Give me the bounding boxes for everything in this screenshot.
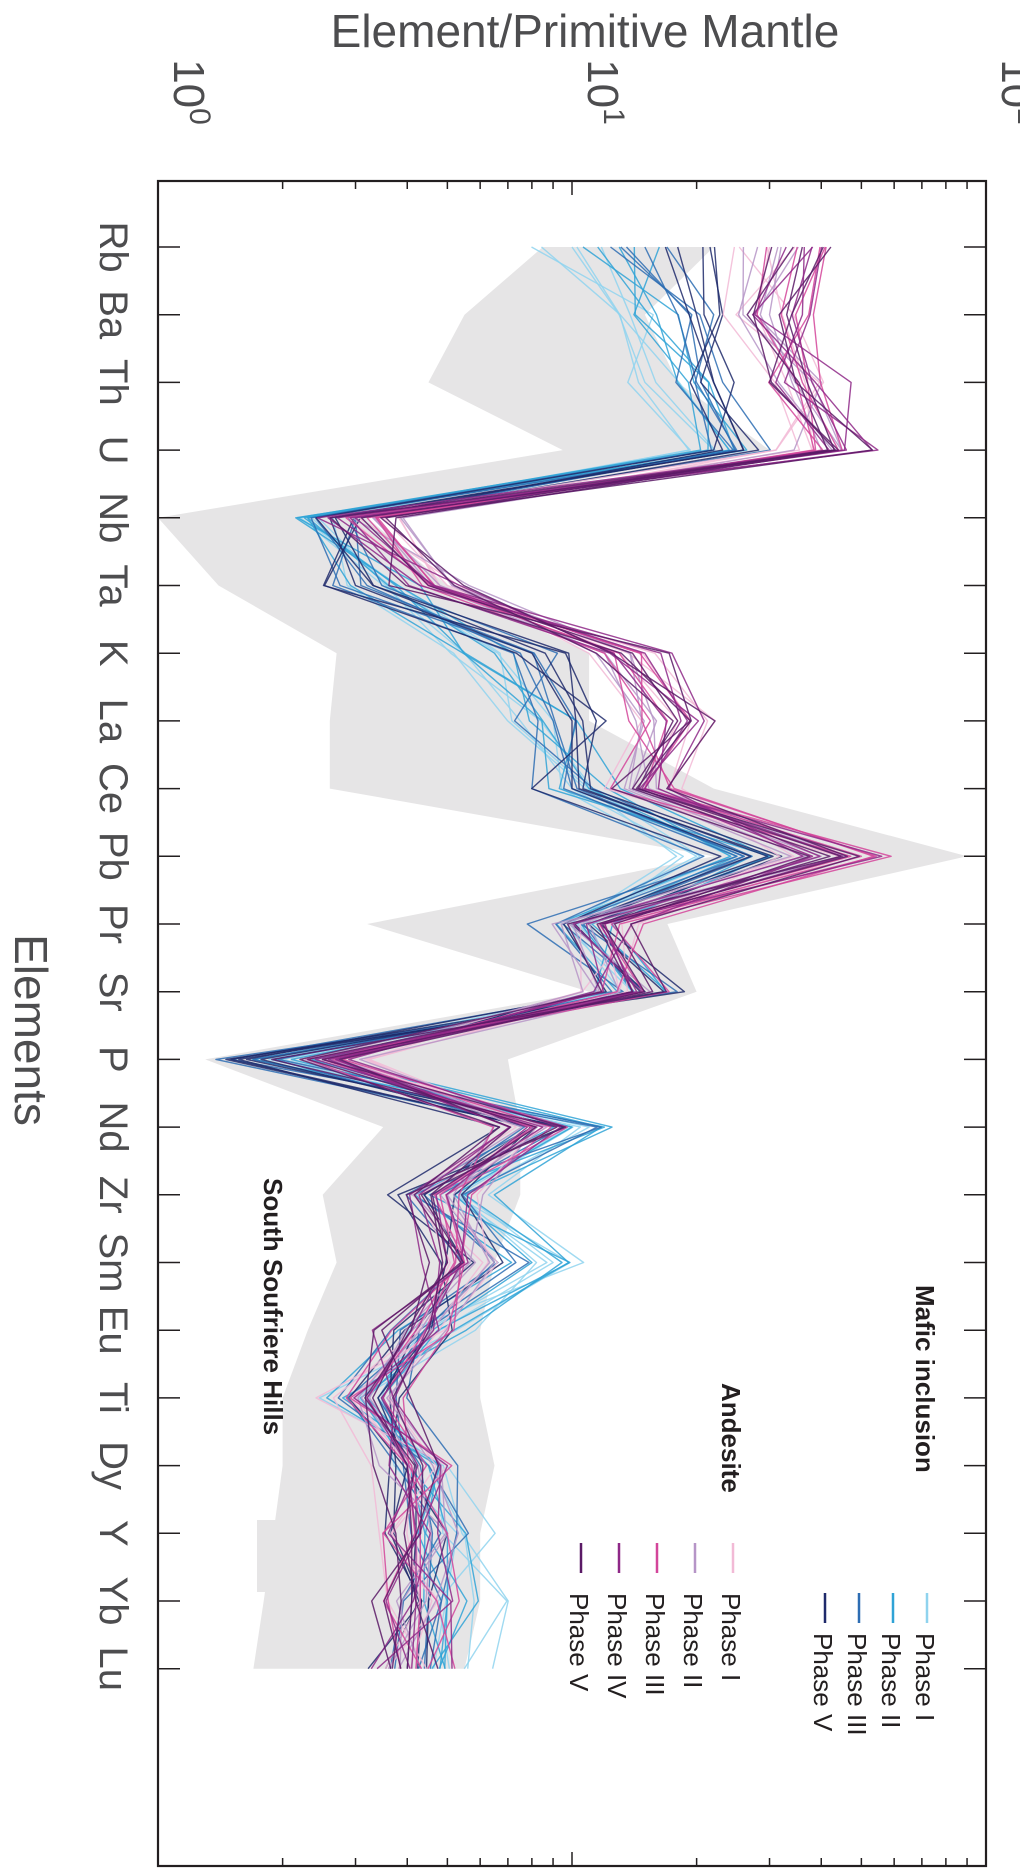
category-label-rb: Rb (91, 221, 135, 272)
category-label-yb: Yb (91, 1577, 135, 1626)
category-label-nb: Nb (91, 492, 135, 543)
series-layer (215, 246, 892, 1670)
legend-label: Phase I (716, 1593, 746, 1681)
category-label-pr: Pr (91, 904, 135, 944)
tick-base: 10 (578, 59, 627, 108)
category-label-la: La (91, 699, 135, 744)
legend-envelope-title: South Soufriere Hills (258, 1178, 288, 1435)
legend-label: Phase II (876, 1633, 906, 1728)
category-label-th: Th (91, 359, 135, 406)
category-label-lu: Lu (91, 1646, 135, 1691)
legend-label: Phase IV (602, 1593, 632, 1699)
category-label-dy: Dy (91, 1441, 135, 1490)
category-label-p: P (91, 1046, 135, 1073)
category-label-u: U (91, 436, 135, 465)
category-label-eu: Eu (91, 1306, 135, 1355)
tick-exponent: 0 (183, 108, 216, 125)
legend-group-title: Mafic inclusion (910, 1285, 940, 1473)
axis-labels: Element/Primitive MantleElements10010110… (5, 5, 1020, 1691)
legend-label: Phase II (678, 1593, 708, 1688)
legend-label: Phase V (564, 1593, 594, 1692)
category-label-ba: Ba (91, 290, 135, 340)
category-label-sr: Sr (91, 972, 135, 1012)
category-label-sm: Sm (91, 1233, 135, 1293)
legend-envelope-swatch (257, 1520, 297, 1592)
axis-ticks (157, 181, 986, 1866)
legend-group-title: Andesite (716, 1383, 746, 1493)
legend-label: Phase III (842, 1633, 872, 1736)
tick-exponent: 2 (1011, 108, 1020, 125)
sample-line (271, 246, 860, 1669)
legend-label: Phase V (808, 1633, 838, 1732)
category-label-nd: Nd (91, 1102, 135, 1153)
tick-base: 10 (992, 59, 1020, 108)
category-label-y: Y (91, 1520, 135, 1547)
category-label-ta: Ta (91, 564, 135, 607)
value-axis-title: Element/Primitive Mantle (331, 5, 840, 57)
sample-line (332, 246, 825, 1670)
sample-line (299, 246, 842, 1669)
value-tick-label: 100 (164, 59, 216, 125)
tick-base: 10 (164, 59, 213, 108)
value-tick-label: 102 (992, 59, 1020, 125)
sample-line (339, 246, 874, 1669)
category-label-ce: Ce (91, 763, 135, 814)
sample-line (321, 246, 837, 1669)
series-andesite-phase-v (271, 246, 874, 1669)
tick-exponent: 1 (597, 108, 630, 125)
category-axis-title: Elements (5, 934, 57, 1126)
category-label-zr: Zr (91, 1176, 135, 1214)
category-label-ti: Ti (91, 1382, 135, 1414)
envelope-south-soufriere-hills (158, 247, 968, 1669)
category-label-k: K (91, 640, 135, 667)
legend-label: Phase I (910, 1633, 940, 1721)
legend-label: Phase III (640, 1593, 670, 1696)
value-tick-label: 101 (578, 59, 630, 125)
sample-line (316, 246, 830, 1670)
envelope-layer (158, 247, 968, 1669)
category-label-pb: Pb (91, 832, 135, 881)
